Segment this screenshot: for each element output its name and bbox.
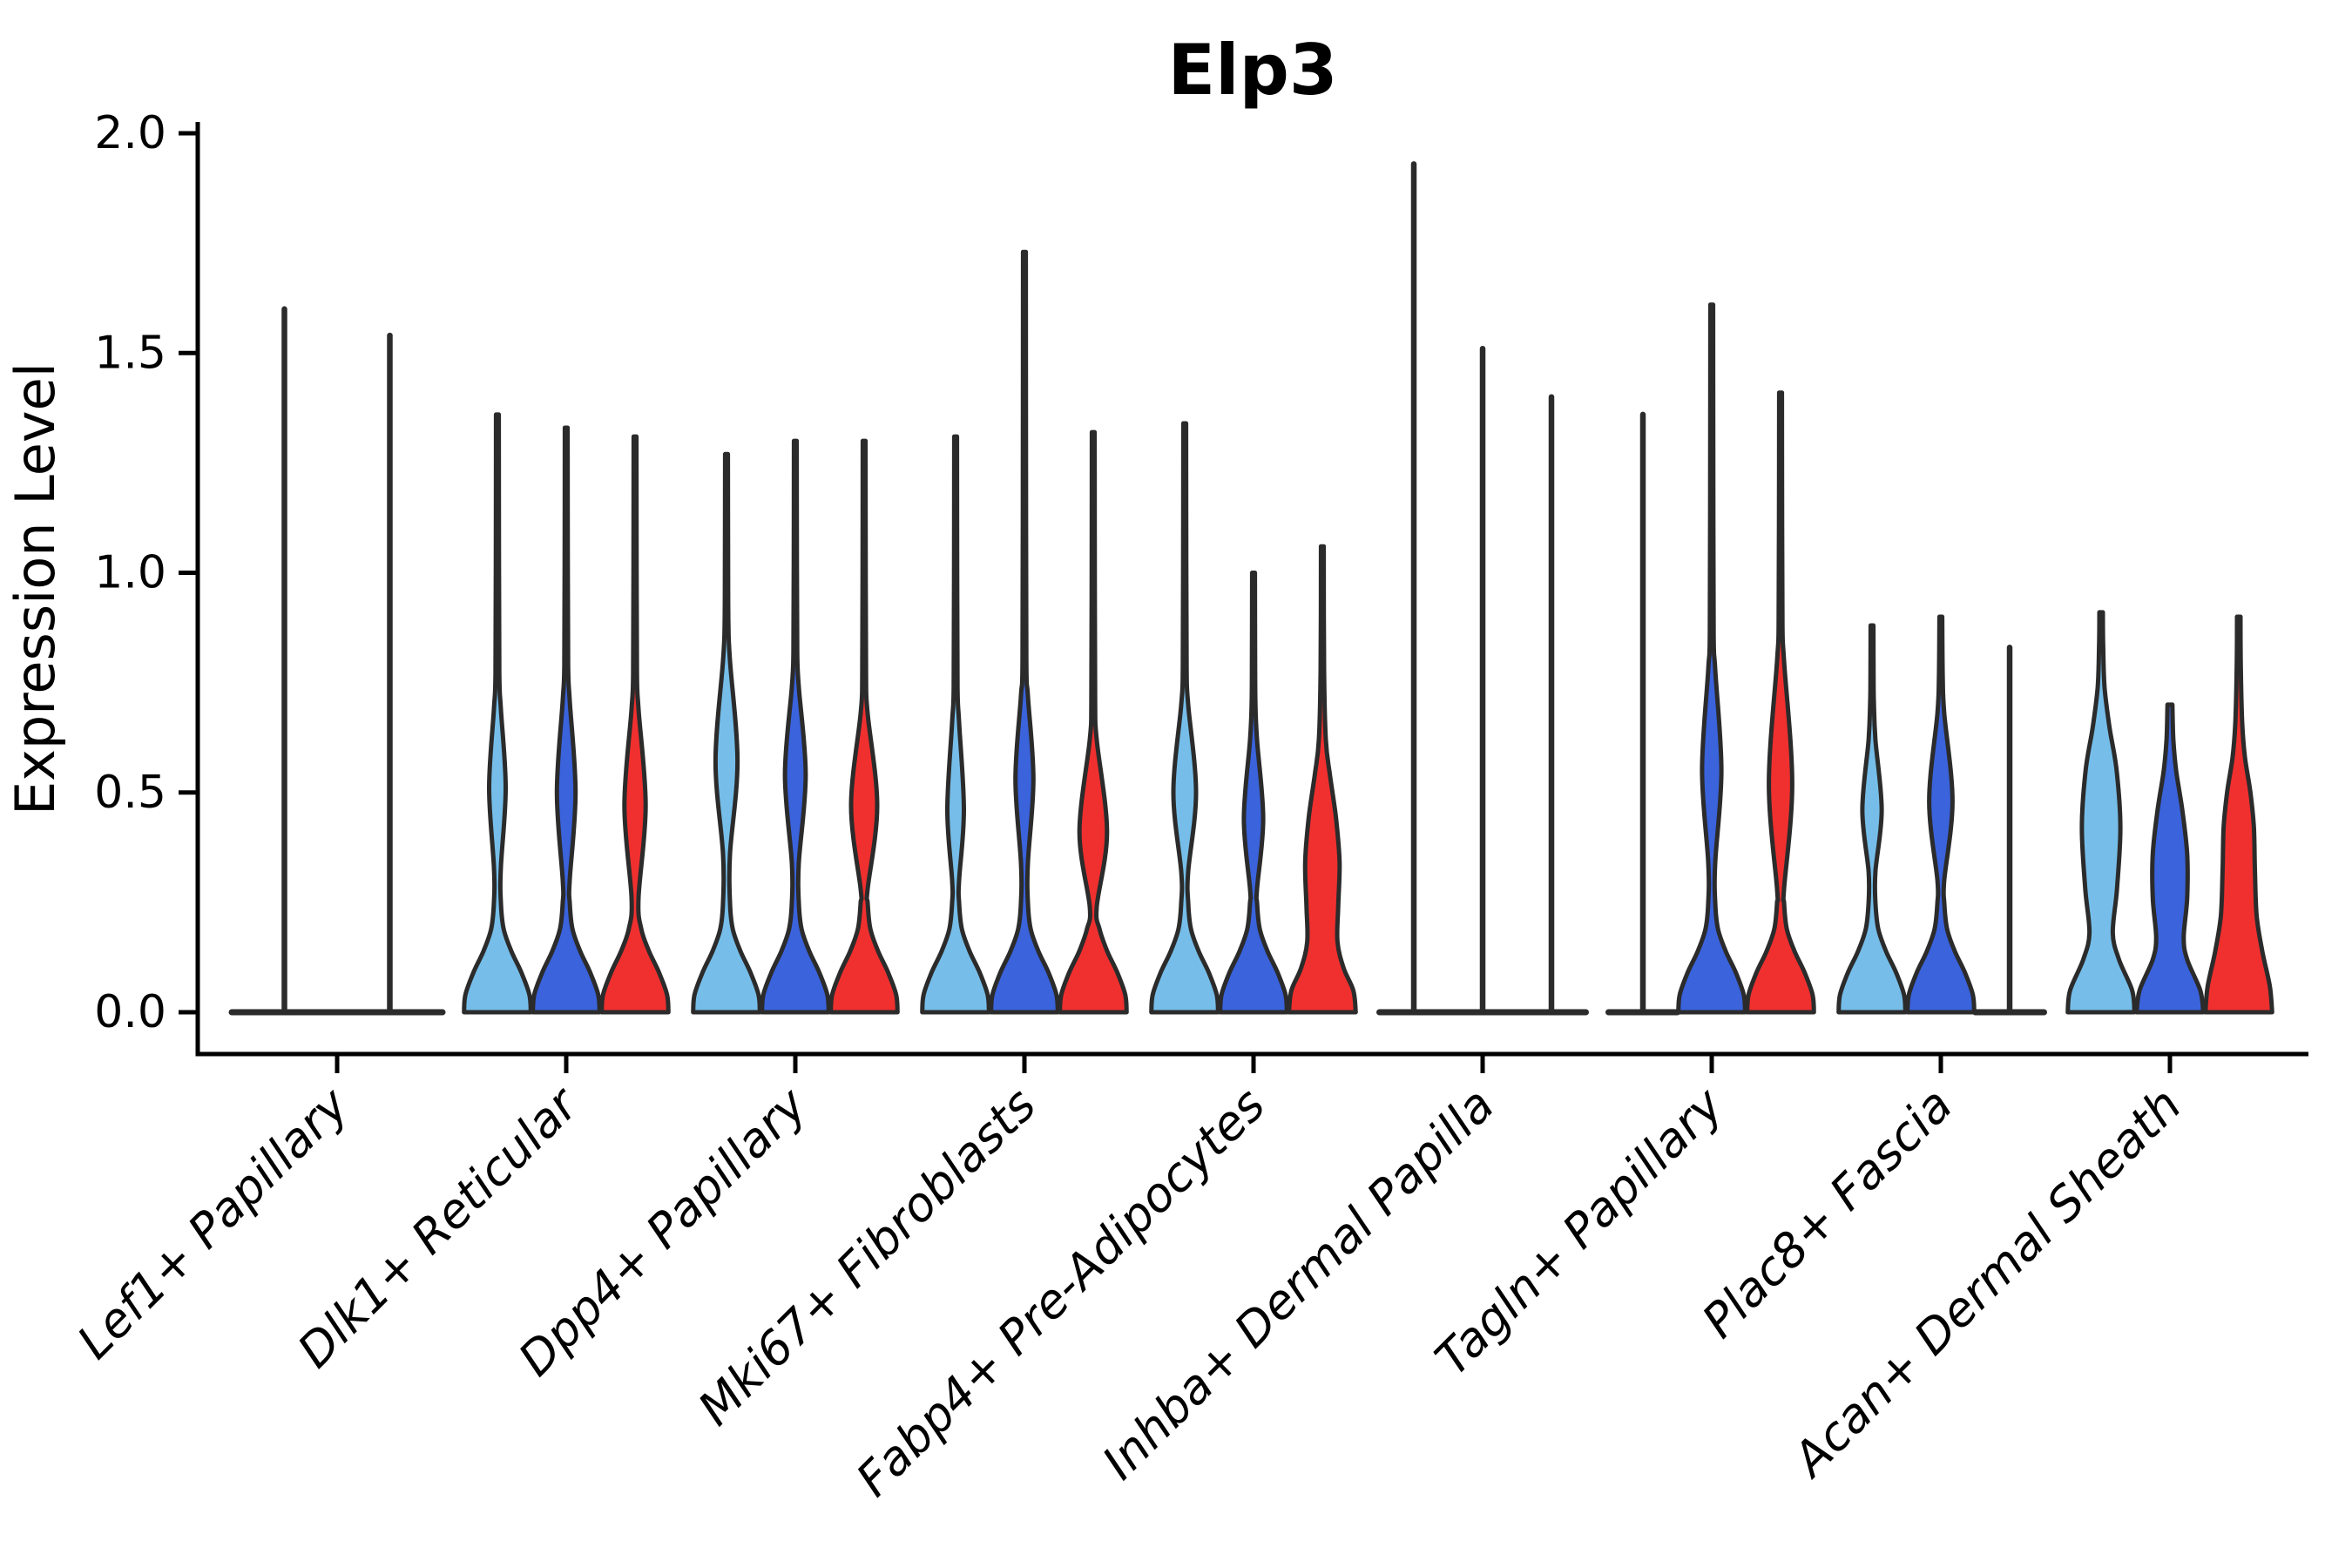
violin-acan-dermal-sheath-red: [2203, 614, 2274, 1015]
violin-dpp4-papillary-dark_blue: [760, 438, 831, 1015]
ticks-layer: [179, 131, 2173, 1073]
violin-dpp4-papillary-light_blue: [691, 451, 762, 1015]
violin-acan-dermal-sheath-dark_blue: [2134, 702, 2206, 1015]
violin-tagln-papillary-red: [1745, 390, 1816, 1015]
violin-fabp4-pre-adipocytes-dark_blue: [1218, 571, 1289, 1015]
violin-dlk1-reticular-dark_blue: [531, 425, 602, 1015]
violin-dlk1-reticular-red: [599, 434, 671, 1015]
y-tick-label-2.0: 2.0: [94, 107, 166, 159]
violin-tagln-papillary-dark_blue: [1676, 302, 1747, 1015]
violin-mki67-fibroblasts-red: [1058, 429, 1129, 1015]
violin-plac8-fascia-light_blue: [1836, 623, 1908, 1015]
y-tick-label-0.0: 0.0: [94, 986, 166, 1038]
x-tick-label-fabp4-pre-adipocytes: Fabp4+ Pre-Adipocytes: [846, 1078, 1275, 1507]
chart-title: Elp3: [1168, 30, 1338, 111]
violin-dpp4-papillary-red: [828, 438, 900, 1015]
y-tick-label-1.0: 1.0: [94, 547, 166, 599]
violin-plac8-fascia-dark_blue: [1905, 614, 1977, 1015]
violin-fabp4-pre-adipocytes-light_blue: [1149, 421, 1220, 1015]
y-axis-label: Expression Level: [3, 362, 67, 815]
violin-fabp4-pre-adipocytes-red: [1287, 544, 1358, 1015]
y-tick-label-1.5: 1.5: [94, 327, 166, 379]
violin-mki67-fibroblasts-dark_blue: [989, 249, 1060, 1015]
x-tick-label-acan-dermal-sheath: Acan+ Dermal Sheath: [1781, 1078, 2192, 1489]
x-tick-label-inhba-dermal-papilla: Inhba+ Dermal Papilla: [1092, 1078, 1504, 1490]
violin-mki67-fibroblasts-light_blue: [920, 434, 991, 1015]
y-tick-label-0.5: 0.5: [94, 767, 166, 819]
violins-layer: [228, 161, 2274, 1016]
violin-dlk1-reticular-light_blue: [462, 412, 533, 1015]
violin-acan-dermal-sheath-light_blue: [2065, 610, 2137, 1015]
